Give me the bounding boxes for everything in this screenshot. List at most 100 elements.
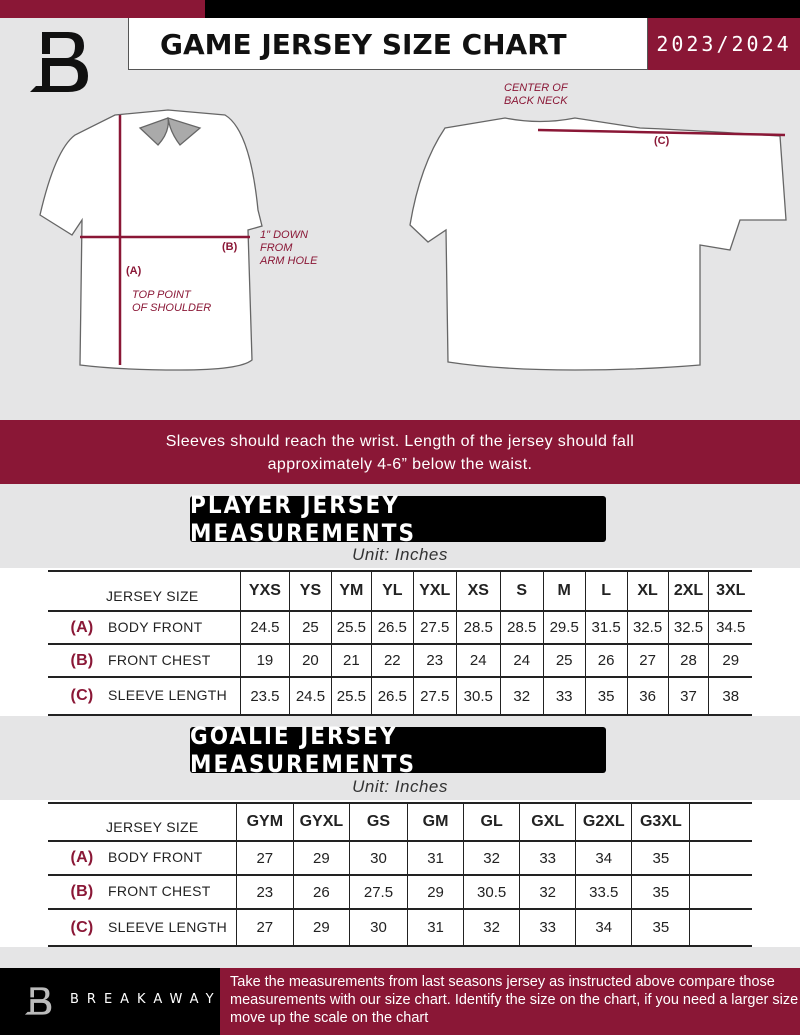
size-column-header: YS — [288, 571, 332, 611]
measurement-letter: (B) — [70, 883, 94, 900]
size-column-header: XS — [455, 571, 501, 611]
top-bar-black — [205, 0, 800, 18]
size-column-header: S — [499, 571, 544, 611]
measurement-value: 23 — [235, 875, 294, 909]
measurement-value: 24 — [499, 644, 544, 677]
measurement-value: 26 — [584, 644, 628, 677]
goalie-section-title: GOALIE JERSEY MEASUREMENTS — [190, 722, 606, 778]
top-point-shoulder-label: TOP POINT OF SHOULDER — [132, 289, 212, 314]
size-column-header: GXL — [519, 803, 576, 841]
goalie-size-table: JERSEY SIZE GYM GYXL GS GM GL GXL G2XL G3XL (A) BO… — [48, 802, 752, 947]
measurement-letter: (A) — [70, 618, 94, 636]
measurement-value: 19 — [239, 644, 290, 677]
table-row: (C) SLEEVE LENGTH 23.5 24.5 25.5 26.5 27.5 30.5… — [48, 677, 752, 715]
measurement-value: 29.5 — [542, 611, 586, 644]
arm-hole-label: 1" DOWN FROM ARM HOLE — [260, 229, 318, 267]
measurement-value: 28.5 — [455, 611, 501, 644]
label-b: (B) — [222, 241, 238, 253]
measurement-value: 34.5 — [708, 611, 752, 644]
measurement-label: (B) FRONT CHEST — [48, 875, 236, 909]
measurement-value: 30.5 — [455, 677, 501, 715]
measurement-value: 30 — [348, 909, 408, 946]
measurement-name: FRONT CHEST — [108, 651, 211, 668]
size-header-label: JERSEY SIZE — [106, 588, 199, 604]
measurement-value: 35 — [584, 677, 628, 715]
back-jersey-outline — [409, 117, 787, 371]
measurement-value: 23 — [412, 644, 457, 677]
measurement-value: 25.5 — [330, 677, 372, 715]
player-unit: Unit: Inches — [352, 545, 448, 564]
measurement-label: (C) SLEEVE LENGTH — [48, 677, 240, 715]
table-row: (A) BODY FRONT 24.5 25 25.5 26.5 27.5 28.5 28.5 2… — [48, 611, 752, 644]
size-column-header: 3XL — [708, 571, 752, 611]
measurement-value: 24 — [455, 644, 501, 677]
size-column-header: YL — [370, 571, 414, 611]
top-bar-accent — [0, 0, 205, 18]
measurement-value: 26.5 — [370, 677, 414, 715]
measurement-value: 32 — [463, 841, 520, 875]
center-back-neck-label: CENTER OF BACK NECK — [504, 82, 568, 107]
measurement-value: 38 — [708, 677, 752, 715]
footer-brand-name: BREAKAWAY — [70, 992, 222, 1007]
player-size-table: JERSEY SIZE YXS YS YM YL YXL XS S M L XL 2XL 3XL (A) B… — [48, 570, 752, 716]
size-column-header: G3XL — [631, 803, 690, 841]
measurement-value: 24.5 — [288, 677, 332, 715]
measurement-value: 35 — [631, 875, 690, 909]
measurement-value: 25.5 — [330, 611, 372, 644]
jersey-diagram — [39, 109, 787, 371]
table-row: (B) FRONT CHEST 19 20 21 22 23 24 24 25 26 27 28 29 — [48, 644, 752, 677]
size-column-header: GS — [348, 803, 408, 841]
size-column-header: XL — [626, 571, 669, 611]
size-header-label: JERSEY SIZE — [106, 819, 199, 835]
measurement-name: BODY FRONT — [108, 849, 203, 865]
measurement-value: 27.5 — [412, 677, 457, 715]
measurement-value: 30.5 — [463, 875, 520, 909]
measurement-value: 26 — [292, 875, 350, 909]
measurement-value: 34 — [575, 841, 632, 875]
measurement-value: 33 — [542, 677, 586, 715]
measurement-name: SLEEVE LENGTH — [108, 918, 228, 935]
measurement-value: 31.5 — [584, 611, 628, 644]
size-column-header: YXL — [412, 571, 457, 611]
measurement-value: 33.5 — [575, 875, 632, 909]
measurement-value — [689, 909, 752, 946]
size-column-header: GYXL — [292, 803, 350, 841]
measurement-label: (A) BODY FRONT — [48, 841, 236, 875]
size-column-header: GYM — [235, 803, 294, 841]
measurement-letter: (C) — [70, 687, 94, 704]
player-section-title: PLAYER JERSEY MEASUREMENTS — [190, 491, 606, 547]
measurement-value: 34 — [575, 909, 632, 946]
measurement-value: 29 — [292, 841, 350, 875]
measurement-value: 27.5 — [348, 875, 408, 909]
measurement-value: 37 — [667, 677, 709, 715]
measurement-value: 32 — [499, 677, 544, 715]
size-column-header: G2XL — [575, 803, 632, 841]
measurement-value: 25 — [288, 611, 332, 644]
measurement-letter: (A) — [70, 849, 94, 866]
measurement-name: BODY FRONT — [108, 618, 203, 635]
measurement-label: (C) SLEEVE LENGTH — [48, 909, 236, 946]
measurement-value: 23.5 — [239, 677, 290, 715]
size-column-header: YM — [330, 571, 372, 611]
measurement-value: 21 — [330, 644, 372, 677]
size-column-header: YXS — [239, 571, 290, 611]
measurement-value: 31 — [406, 909, 464, 946]
measurement-value: 31 — [406, 841, 464, 875]
title-box — [128, 18, 648, 70]
measurement-value: 35 — [631, 909, 690, 946]
measurement-letter: (B) — [70, 651, 94, 669]
measurement-value: 28.5 — [499, 611, 544, 644]
table-row: (A) BODY FRONT 27 29 30 31 32 33 34 35 — [48, 841, 752, 875]
measurement-letter: (C) — [70, 918, 94, 936]
measurement-value: 29 — [292, 909, 350, 946]
label-c: (C) — [654, 135, 670, 147]
size-column-header: L — [584, 571, 628, 611]
size-column-header: 2XL — [667, 571, 709, 611]
measurement-name: SLEEVE LENGTH — [108, 687, 228, 703]
measurement-value: 26.5 — [370, 611, 414, 644]
table-row: (B) FRONT CHEST 23 26 27.5 29 30.5 32 33.5 35 — [48, 875, 752, 909]
instruction-band: Sleeves should reach the wrist. Length o… — [0, 420, 800, 484]
footer-logo-icon — [24, 987, 52, 1015]
measurement-value: 33 — [519, 841, 576, 875]
measurement-value: 36 — [626, 677, 669, 715]
